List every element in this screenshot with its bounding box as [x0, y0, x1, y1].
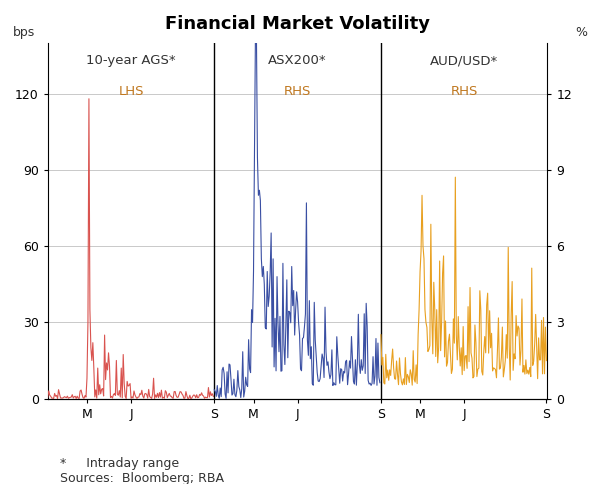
Text: *     Intraday range: * Intraday range [60, 457, 179, 470]
Text: %: % [575, 26, 587, 39]
Text: ASX200*: ASX200* [268, 54, 327, 67]
Title: Financial Market Volatility: Financial Market Volatility [165, 15, 430, 33]
Text: RHS: RHS [284, 85, 311, 98]
Text: RHS: RHS [451, 85, 478, 98]
Text: 10-year AGS*: 10-year AGS* [86, 54, 176, 67]
Text: Sources:  Bloomberg; RBA: Sources: Bloomberg; RBA [60, 472, 224, 484]
Text: LHS: LHS [118, 85, 144, 98]
Text: bps: bps [13, 26, 35, 39]
Text: AUD/USD*: AUD/USD* [430, 54, 498, 67]
